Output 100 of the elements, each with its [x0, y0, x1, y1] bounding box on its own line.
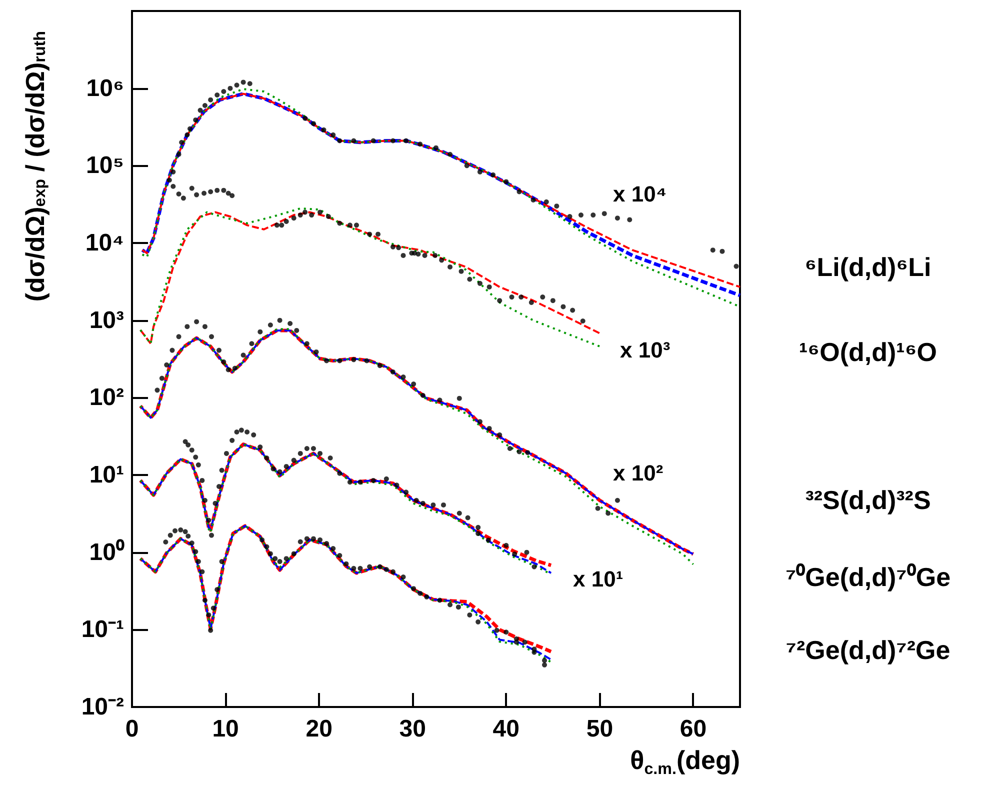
point: [595, 506, 600, 511]
point: [321, 127, 326, 132]
point: [247, 81, 252, 86]
point: [284, 556, 289, 562]
point: [411, 382, 416, 387]
point: [194, 192, 200, 198]
point: [214, 587, 220, 592]
point: [522, 640, 528, 645]
x-tick-label: 0: [125, 716, 139, 742]
point: [509, 294, 514, 300]
point: [370, 478, 376, 483]
point: [288, 321, 293, 326]
x-tick-label: 60: [680, 716, 707, 742]
point: [330, 132, 336, 138]
point: [264, 455, 270, 460]
point: [358, 480, 363, 485]
point: [318, 450, 323, 456]
point: [298, 212, 303, 218]
y-tick-label: 10⁶: [86, 74, 124, 102]
annotation: x 10⁴: [613, 182, 667, 206]
point: [216, 484, 222, 489]
point: [497, 432, 502, 438]
point: [518, 294, 524, 300]
point: [214, 188, 220, 193]
point: [291, 551, 296, 556]
point: [432, 252, 438, 258]
point: [176, 334, 182, 340]
point: [279, 222, 284, 228]
point: [351, 138, 356, 144]
point: [364, 358, 370, 364]
point: [567, 214, 572, 220]
point: [384, 476, 389, 482]
point: [367, 564, 372, 570]
point: [420, 392, 426, 398]
point: [337, 470, 342, 476]
point: [270, 466, 276, 472]
point: [440, 502, 446, 508]
point: [367, 232, 372, 237]
x-tick-label: 40: [492, 716, 520, 742]
point: [310, 121, 316, 126]
point: [504, 630, 509, 635]
point: [206, 612, 212, 618]
point: [344, 561, 349, 566]
point: [554, 204, 560, 209]
point: [219, 559, 224, 564]
point: [337, 358, 342, 364]
point: [277, 559, 282, 564]
point: [240, 80, 246, 85]
point: [182, 529, 188, 534]
point: [210, 606, 216, 611]
point: [172, 528, 178, 534]
point: [370, 138, 376, 144]
point: [188, 126, 192, 132]
point: [494, 628, 500, 633]
point: [179, 140, 184, 145]
point: [347, 480, 352, 485]
point: [434, 145, 438, 150]
point: [544, 199, 549, 204]
point: [291, 458, 296, 463]
point: [228, 86, 233, 91]
point: [272, 556, 278, 562]
y-tick-label: 10²: [89, 384, 124, 412]
point: [302, 210, 308, 215]
point: [221, 359, 226, 364]
point: [304, 536, 310, 542]
point: [347, 222, 352, 228]
point: [490, 172, 496, 178]
point: [627, 217, 632, 222]
point: [532, 650, 537, 655]
text: ⁷⁰Ge(d,d)⁷⁰Ge: [785, 562, 951, 592]
point: [580, 318, 586, 324]
point: [193, 117, 198, 122]
point: [422, 252, 428, 258]
point: [193, 549, 198, 554]
point: [430, 502, 436, 508]
point: [358, 566, 363, 571]
point: [437, 398, 442, 403]
x-tick-label: 20: [306, 716, 332, 742]
annotation: x 10²: [613, 460, 664, 486]
point: [578, 212, 584, 218]
point: [234, 82, 240, 88]
point: [298, 539, 303, 544]
point: [186, 534, 191, 539]
y-tick-label: 10⁻¹: [81, 616, 124, 644]
point: [384, 566, 389, 572]
y-tick-label: 10³: [89, 306, 124, 334]
point: [476, 619, 481, 624]
point: [186, 442, 191, 448]
point: [163, 540, 168, 545]
point: [284, 464, 289, 469]
point: [351, 566, 356, 571]
point: [168, 532, 173, 538]
text: ⁶Li(d,d)⁶Li: [804, 252, 932, 282]
point: [180, 196, 186, 201]
point: [710, 248, 716, 253]
point: [514, 640, 519, 645]
point: [420, 500, 426, 506]
point: [176, 192, 182, 197]
point: [214, 92, 220, 98]
point: [176, 152, 182, 157]
